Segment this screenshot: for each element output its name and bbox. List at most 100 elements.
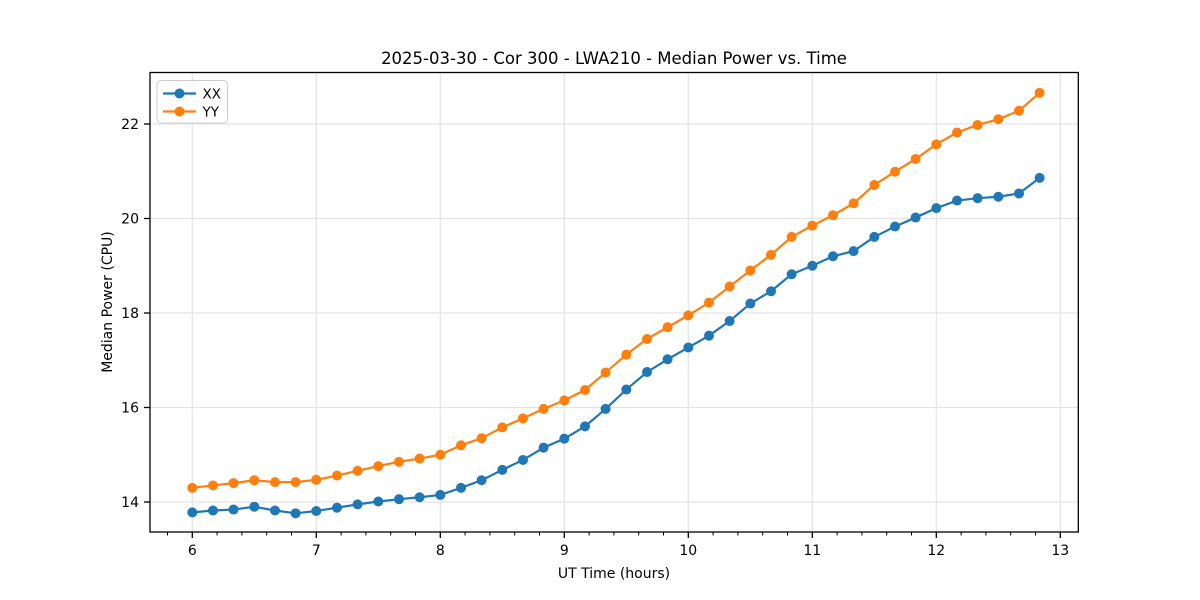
data-point-xx <box>228 504 239 515</box>
data-point-yy <box>662 322 673 333</box>
data-point-yy <box>952 127 963 138</box>
data-point-yy <box>580 385 591 396</box>
data-point-xx <box>373 496 384 507</box>
data-point-yy <box>786 231 797 242</box>
data-point-xx <box>435 489 446 500</box>
x-tick-label: 6 <box>188 543 197 559</box>
legend-marker-yy <box>174 106 185 117</box>
data-point-xx <box>476 475 487 486</box>
tick-marks <box>144 123 1061 538</box>
data-point-yy <box>456 440 467 451</box>
legend-label-yy: YY <box>202 105 220 121</box>
tick-labels: 6 7 8 9 10 11 12 13 14 16 18 20 22 <box>121 117 1069 559</box>
data-point-xx <box>518 454 529 465</box>
chart-title: 2025-03-30 - Cor 300 - LWA210 - Median P… <box>381 49 847 68</box>
data-point-yy <box>745 265 756 276</box>
data-point-xx <box>766 286 777 297</box>
data-point-yy <box>228 478 239 489</box>
data-point-xx <box>952 195 963 206</box>
data-point-yy <box>683 310 694 321</box>
data-point-yy <box>848 198 859 209</box>
data-point-yy <box>311 474 322 485</box>
data-point-xx <box>704 330 715 341</box>
gridlines <box>150 72 1079 532</box>
legend-label-xx: XX <box>203 87 222 103</box>
data-point-yy <box>476 433 487 444</box>
data-point-xx <box>745 298 756 309</box>
y-tick-label: 16 <box>121 400 139 416</box>
legend: XX YY <box>156 80 228 124</box>
data-point-yy <box>394 456 405 467</box>
data-point-xx <box>414 492 425 503</box>
data-point-xx <box>786 269 797 280</box>
data-point-yy <box>869 179 880 190</box>
data-point-xx <box>683 342 694 353</box>
data-point-xx <box>662 354 673 365</box>
data-point-xx <box>910 212 921 223</box>
series-line-yy <box>192 91 1041 489</box>
data-point-yy <box>1014 105 1025 116</box>
data-point-xx <box>621 384 632 395</box>
data-point-xx <box>848 246 859 257</box>
series-line-xx <box>192 176 1041 515</box>
x-tick-label: 7 <box>312 543 321 559</box>
data-point-yy <box>621 349 632 360</box>
data-point-xx <box>807 260 818 271</box>
data-point-xx <box>1014 188 1025 199</box>
data-point-xx <box>828 251 839 262</box>
y-tick-label: 20 <box>121 212 139 228</box>
data-point-yy <box>435 449 446 460</box>
data-point-yy <box>724 281 735 292</box>
x-tick-label: 10 <box>679 543 697 559</box>
data-point-yy <box>207 480 218 491</box>
y-tick-label: 14 <box>121 495 139 511</box>
legend-marks <box>163 88 196 117</box>
data-point-yy <box>497 422 508 433</box>
data-point-yy <box>559 395 570 406</box>
y-axis-label: Median Power (CPU) <box>100 231 116 373</box>
data-point-yy <box>828 210 839 221</box>
data-point-xx <box>207 505 218 516</box>
data-point-xx <box>290 508 301 519</box>
data-point-yy <box>518 413 529 424</box>
data-point-yy <box>600 367 611 378</box>
data-point-xx <box>1034 172 1045 183</box>
data-point-yy <box>766 249 777 260</box>
data-point-yy <box>642 333 653 344</box>
data-point-xx <box>331 502 342 513</box>
data-point-yy <box>972 119 983 130</box>
data-point-yy <box>993 114 1004 125</box>
data-point-xx <box>456 482 467 493</box>
data-point-xx <box>538 442 549 453</box>
data-point-xx <box>352 499 363 510</box>
data-point-xx <box>269 505 280 516</box>
data-point-yy <box>910 153 921 164</box>
series-layer <box>187 87 1045 519</box>
data-point-xx <box>724 316 735 327</box>
x-tick-label: 13 <box>1051 543 1069 559</box>
data-point-xx <box>993 191 1004 202</box>
data-point-xx <box>497 464 508 475</box>
data-point-xx <box>249 501 260 512</box>
data-point-xx <box>869 231 880 242</box>
y-tick-label: 18 <box>121 306 139 322</box>
data-point-yy <box>704 297 715 308</box>
data-point-yy <box>373 461 384 472</box>
x-tick-label: 8 <box>436 543 445 559</box>
data-point-xx <box>559 433 570 444</box>
x-axis-label: UT Time (hours) <box>558 566 670 582</box>
data-point-yy <box>890 166 901 177</box>
data-point-yy <box>538 403 549 414</box>
legend-marker-xx <box>174 88 185 99</box>
data-point-xx <box>580 421 591 432</box>
data-point-yy <box>269 477 280 488</box>
data-point-yy <box>414 453 425 464</box>
x-tick-label: 12 <box>927 543 945 559</box>
data-point-yy <box>807 220 818 231</box>
data-point-yy <box>187 482 198 493</box>
data-point-yy <box>1034 87 1045 98</box>
y-tick-label: 22 <box>121 117 139 133</box>
data-point-yy <box>249 475 260 486</box>
